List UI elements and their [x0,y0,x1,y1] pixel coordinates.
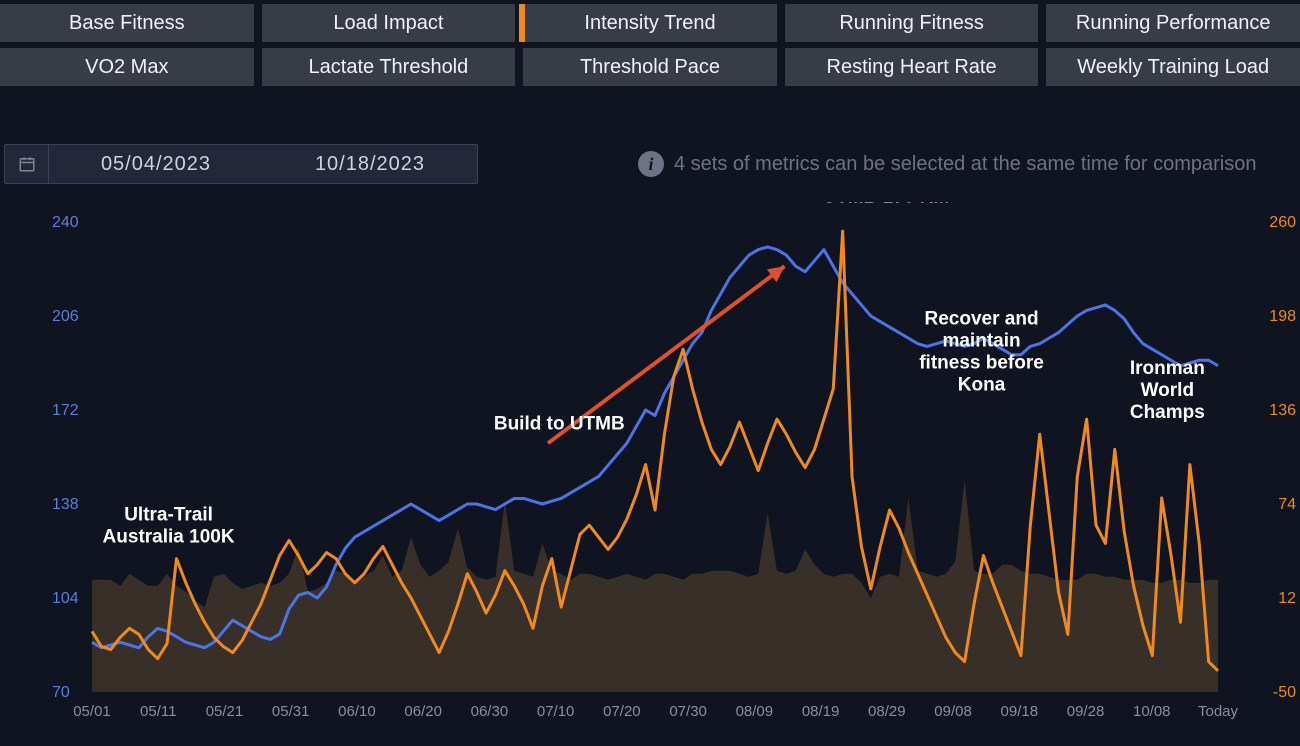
x-tick: 09/28 [1067,703,1105,720]
y-right-tick: 260 [1269,214,1296,231]
date-end[interactable]: 10/18/2023 [263,153,477,176]
x-tick: 05/01 [73,703,111,720]
y-right-tick: 12 [1278,590,1296,607]
chart: 70 104 138 172 206 240 -50 12 74 136 198 260 05/01 05… [0,202,1300,732]
x-tick: 09/18 [1001,703,1039,720]
tab-intensity-trend[interactable]: Intensity Trend [523,4,777,42]
x-tick: 07/30 [669,703,707,720]
tab-running-performance[interactable]: Running Performance [1046,4,1300,42]
tab-base-fitness[interactable]: Base Fitness [0,4,254,42]
x-tick: 08/19 [802,703,840,720]
x-tick: 10/08 [1133,703,1171,720]
tab-resting-heart-rate[interactable]: Resting Heart Rate [785,48,1039,86]
tab-vo2-max[interactable]: VO2 Max [0,48,254,86]
date-start[interactable]: 05/04/2023 [49,153,263,176]
x-tick: 05/21 [206,703,244,720]
y-left-tick: 70 [52,684,70,701]
y-right-tick: -50 [1273,684,1296,701]
info-icon: i [638,151,664,177]
x-tick: 06/20 [404,703,442,720]
info-text: 4 sets of metrics can be selected at the… [674,153,1256,176]
x-tick: Today [1198,703,1239,720]
controls-row: 05/04/2023 10/18/2023 i 4 sets of metric… [0,144,1300,184]
x-tick: 05/31 [272,703,310,720]
tab-running-fitness[interactable]: Running Fitness [785,4,1039,42]
tab-row-1: Base FitnessLoad ImpactIntensity TrendRu… [0,4,1300,42]
x-tick: 06/30 [471,703,509,720]
x-tick: 06/10 [338,703,376,720]
tab-weekly-training-load[interactable]: Weekly Training Load [1046,48,1300,86]
tab-load-impact[interactable]: Load Impact [262,4,516,42]
calendar-icon [5,145,49,183]
y-left-tick: 172 [52,402,79,419]
tab-lactate-threshold[interactable]: Lactate Threshold [262,48,516,86]
annotation-ultra-trail: Ultra-TrailAustralia 100K [103,505,235,548]
y-left-tick: 206 [52,308,79,325]
y-left-tick: 104 [52,590,79,607]
tab-threshold-pace[interactable]: Threshold Pace [523,48,777,86]
annotation-recover: Recover andmaintainfitness beforeKona [919,308,1044,395]
tabs-container: Base FitnessLoad ImpactIntensity TrendRu… [0,0,1300,86]
y-right-tick: 198 [1269,308,1296,325]
annotation-ironman: IronmanWorldChamps [1130,358,1205,423]
x-tick: 07/10 [537,703,575,720]
x-tick: 07/20 [603,703,641,720]
y-right-tick: 136 [1269,402,1296,419]
annotation-utmb-170: UTMB 170 KM [822,202,949,208]
x-tick: 08/09 [736,703,774,720]
annotation-build-utmb: Build to UTMB [494,413,625,434]
y-left-tick: 138 [52,496,79,513]
y-left-tick: 240 [52,214,79,231]
tab-row-2: VO2 MaxLactate ThresholdThreshold PaceRe… [0,48,1300,86]
date-range-picker[interactable]: 05/04/2023 10/18/2023 [4,144,478,184]
x-tick: 09/08 [934,703,972,720]
y-right-tick: 74 [1278,496,1296,513]
x-tick: 08/29 [868,703,906,720]
x-tick: 05/11 [140,703,176,720]
info-row: i 4 sets of metrics can be selected at t… [638,151,1256,177]
